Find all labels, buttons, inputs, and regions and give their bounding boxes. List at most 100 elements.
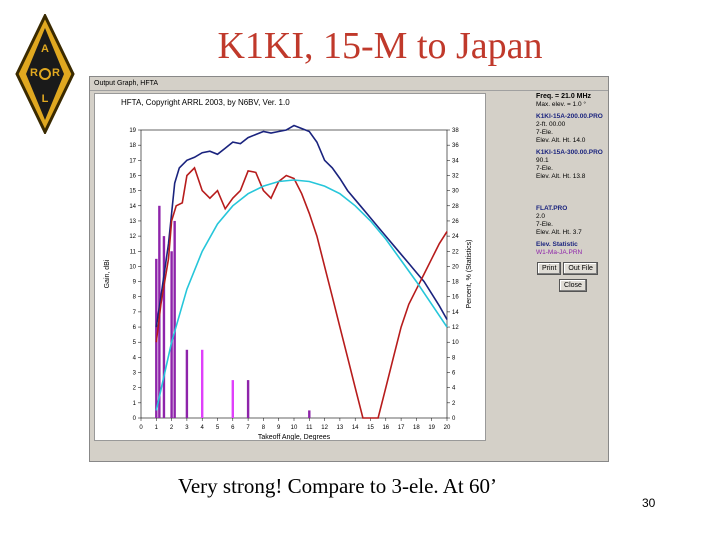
svg-text:A: A (41, 43, 49, 55)
freq-label: Freq. = 21.0 MHz (536, 93, 592, 100)
stat-bar (246, 380, 250, 418)
y-right-tick-label: 36 (452, 143, 459, 149)
stat-bar (170, 251, 173, 418)
series-line-3 (155, 179, 448, 411)
stat-bar (162, 236, 166, 418)
slide-title: K1KI, 15-M to Japan (217, 25, 543, 67)
stat-bar (173, 220, 176, 418)
file2-meta-1: 7-Ele. (536, 165, 553, 172)
y-right-axis-label: Percent, % (Statistics) (466, 240, 473, 309)
stat-bar (308, 410, 311, 418)
x-tick-label: 0 (139, 425, 143, 431)
file3-meta-2: Elev. Alt. Ht. 3.7 (536, 229, 582, 236)
x-tick-label: 8 (262, 425, 266, 431)
y-tick-label: 18 (129, 143, 136, 149)
y-tick-label: 0 (133, 416, 137, 422)
arrl-logo: A R R L (15, 14, 75, 134)
y-right-tick-label: 6 (452, 371, 456, 377)
svg-text:R: R (30, 67, 38, 79)
stat-bar (185, 349, 189, 418)
file4-name: W1-Ma-JA.PRN (536, 249, 583, 256)
window-titlebar[interactable]: Output Graph, HFTA (90, 77, 608, 91)
y-right-tick-label: 24 (452, 234, 459, 240)
x-tick-label: 10 (291, 425, 298, 431)
x-tick-label: 13 (337, 425, 344, 431)
x-tick-label: 2 (170, 425, 174, 431)
max-elev-label: Max. elev. = 1.0 ° (536, 101, 586, 108)
y-tick-label: 3 (133, 371, 137, 377)
series-line-2 (155, 166, 448, 419)
slide-caption: Very strong! Compare to 3-ele. At 60’ (178, 474, 498, 498)
y-tick-label: 17 (129, 158, 136, 164)
hfta-output-window: Output Graph, HFTA HFTA, Copyright ARRL … (89, 76, 609, 462)
series-line-1 (155, 124, 448, 328)
x-tick-label: 6 (231, 425, 235, 431)
x-tick-label: 19 (428, 425, 435, 431)
y-tick-label: 16 (129, 173, 136, 179)
y-right-tick-label: 34 (452, 158, 459, 164)
x-tick-label: 7 (246, 425, 250, 431)
x-tick-label: 5 (216, 425, 220, 431)
y-right-tick-label: 22 (452, 249, 459, 255)
y-tick-label: 10 (129, 264, 136, 270)
y-tick-label: 12 (129, 234, 136, 240)
y-tick-label: 4 (133, 355, 137, 361)
y-tick-label: 11 (130, 249, 137, 255)
y-right-tick-label: 38 (452, 128, 459, 134)
x-tick-label: 1 (155, 425, 159, 431)
x-tick-label: 20 (444, 425, 451, 431)
x-tick-label: 15 (367, 425, 374, 431)
elev-stats-label: Elev. Statistic (536, 241, 578, 248)
file1-meta-0: 2-ft. 00.00 (536, 121, 566, 128)
y-tick-label: 13 (129, 219, 136, 225)
y-tick-label: 6 (133, 325, 137, 331)
y-axis-label: Gain, dBi (104, 259, 111, 288)
out-file-button[interactable]: Out File (563, 262, 598, 275)
y-right-tick-label: 28 (452, 204, 459, 210)
plot-area: HFTA, Copyright ARRL 2003, by N6BV, Ver.… (94, 93, 486, 441)
file3-name: FLAT.PRO (536, 205, 568, 212)
file2-meta-0: 90.1 (536, 157, 549, 164)
y-right-tick-label: 2 (452, 401, 456, 407)
y-right-tick-label: 18 (452, 280, 459, 286)
file1-meta-2: Elev. Alt. Ht. 14.0 (536, 137, 586, 144)
y-tick-label: 9 (133, 280, 137, 286)
file3-meta-1: 7-Ele. (536, 221, 553, 228)
svg-text:R: R (52, 67, 60, 79)
y-right-tick-label: 30 (452, 189, 459, 195)
close-button[interactable]: Close (559, 279, 587, 292)
y-right-tick-label: 4 (452, 386, 456, 392)
x-tick-label: 17 (398, 425, 405, 431)
y-right-tick-label: 14 (452, 310, 459, 316)
file2-meta-2: Elev. Alt. Ht. 13.8 (536, 173, 586, 180)
x-tick-label: 18 (413, 425, 420, 431)
elevation-chart: 0 1 2 3 4 5 6 7 8 9 10 11 12 13 14 15 16 17 18 19 2001234567… (104, 124, 473, 440)
file3-meta-0: 2.0 (536, 213, 546, 220)
plot-header: HFTA, Copyright ARRL 2003, by N6BV, Ver.… (121, 98, 290, 107)
sidebar-panel: Freq. = 21.0 MHz Max. elev. = 1.0 ° K1KI… (536, 93, 610, 293)
y-tick-label: 5 (133, 340, 137, 346)
y-right-tick-label: 26 (452, 219, 459, 225)
x-tick-label: 9 (277, 425, 281, 431)
y-tick-label: 2 (133, 386, 137, 392)
print-button[interactable]: Print (537, 262, 562, 275)
x-tick-label: 3 (185, 425, 189, 431)
x-tick-label: 16 (382, 425, 389, 431)
x-axis-label: Takeoff Angle, Degrees (258, 434, 331, 440)
file2-name: K1KI-15A-300.00.PRO (536, 149, 603, 156)
y-right-tick-label: 10 (452, 340, 459, 346)
page-number: 30 (642, 496, 656, 510)
y-right-tick-label: 16 (452, 295, 459, 301)
y-tick-label: 14 (129, 204, 136, 210)
y-right-tick-label: 8 (452, 355, 456, 361)
y-right-tick-label: 12 (452, 325, 459, 331)
y-tick-label: 19 (129, 128, 136, 134)
x-tick-label: 11 (306, 425, 313, 431)
x-tick-label: 4 (201, 425, 205, 431)
y-tick-label: 8 (133, 295, 137, 301)
y-right-tick-label: 0 (452, 416, 456, 422)
x-tick-label: 14 (352, 425, 359, 431)
y-tick-label: 1 (133, 401, 137, 407)
file1-meta-1: 7-Ele. (536, 129, 553, 136)
stat-bar (201, 349, 204, 418)
